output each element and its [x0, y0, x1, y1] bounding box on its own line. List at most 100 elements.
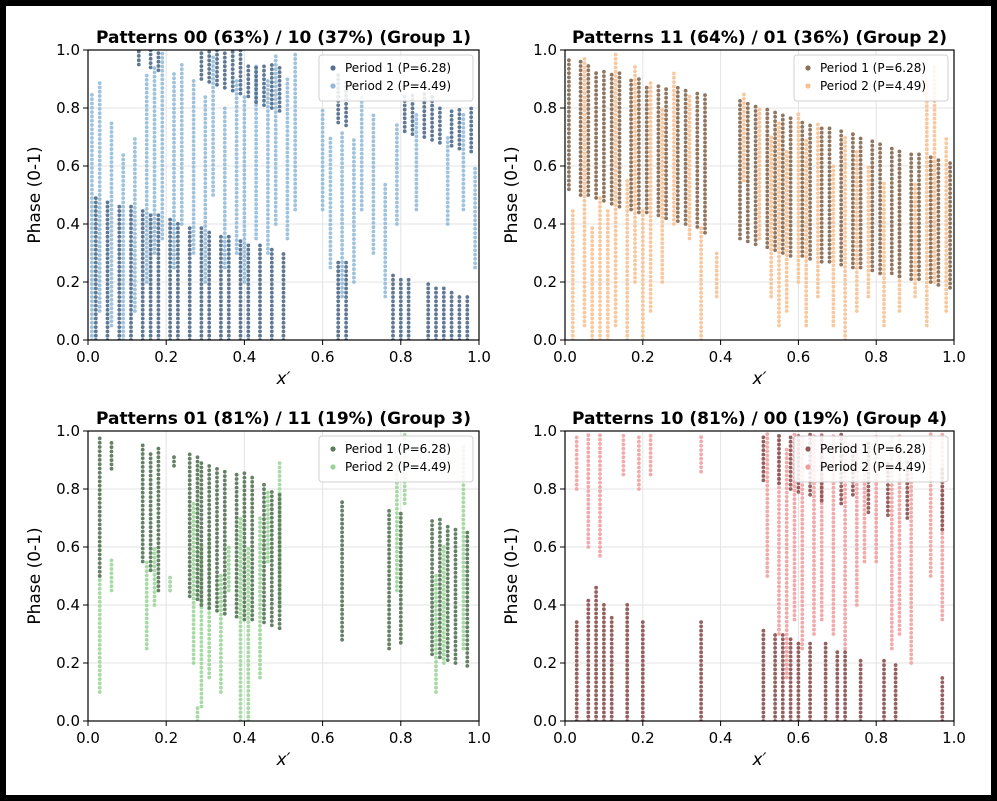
data-point: [211, 107, 216, 111]
data-point: [246, 320, 251, 325]
data-point: [683, 161, 688, 166]
data-point: [129, 265, 133, 269]
data-point: [839, 133, 844, 138]
data-point: [160, 180, 165, 185]
data-point: [336, 273, 341, 278]
data-point: [808, 213, 812, 218]
data-point: [133, 205, 137, 210]
data-point: [238, 299, 243, 304]
data-point: [788, 150, 793, 155]
data-point: [672, 101, 676, 106]
data-point: [944, 296, 949, 300]
data-point: [800, 142, 805, 147]
data-point: [598, 303, 602, 308]
data-point: [909, 221, 914, 226]
data-point: [207, 234, 212, 239]
data-point: [808, 239, 812, 244]
data-point: [625, 217, 630, 222]
data-point: [156, 320, 161, 325]
data-point: [948, 225, 952, 230]
data-point: [780, 135, 785, 139]
data-point: [851, 244, 855, 248]
data-point: [148, 56, 153, 61]
data-point: [144, 116, 149, 121]
data-point: [827, 259, 832, 264]
data-point: [594, 196, 598, 200]
data-point: [93, 316, 98, 321]
data-point: [285, 86, 290, 90]
data-point: [819, 173, 824, 178]
data-point: [109, 164, 114, 169]
data-point: [897, 283, 902, 288]
data-point: [777, 121, 781, 126]
data-point: [878, 219, 882, 224]
data-point: [613, 147, 618, 152]
data-point: [105, 226, 110, 231]
data-point: [144, 82, 149, 87]
data-point: [897, 214, 902, 218]
data-point: [176, 282, 180, 286]
data-point: [816, 238, 820, 243]
data-point: [796, 121, 801, 125]
data-point: [590, 234, 595, 239]
data-point: [285, 81, 290, 86]
data-point: [109, 173, 114, 177]
data-point: [932, 164, 937, 168]
data-point: [644, 201, 649, 206]
data-point: [594, 183, 598, 187]
data-point: [870, 199, 875, 204]
data-point: [352, 258, 356, 263]
data-point: [780, 233, 785, 238]
data-point: [344, 102, 348, 106]
data-point: [648, 227, 653, 232]
data-point: [629, 117, 633, 122]
data-point: [699, 269, 703, 274]
data-point: [570, 286, 575, 291]
data-point: [222, 77, 227, 81]
chart-title: Patterns 11 (64%) / 01 (36%) (Group 2): [572, 28, 947, 48]
data-point: [582, 173, 587, 177]
data-point: [219, 308, 223, 312]
data-point: [784, 162, 789, 167]
data-point: [226, 312, 231, 317]
data-point: [219, 578, 223, 583]
data-point: [629, 100, 633, 104]
data-point: [344, 320, 348, 325]
figure-canvas: 0.0 0.2 0.4 0.6 0.8 1.00.00.20.40.60.81.0Patt…: [25, 28, 966, 770]
data-point: [660, 116, 665, 121]
data-point: [948, 242, 952, 247]
data-point: [780, 251, 785, 255]
data-point: [246, 81, 251, 86]
data-point: [808, 205, 812, 210]
data-point: [796, 237, 801, 241]
data-point: [913, 260, 917, 264]
data-point: [613, 104, 618, 109]
data-point: [878, 189, 882, 194]
data-point: [924, 108, 929, 113]
data-point: [152, 190, 157, 195]
data-point: [222, 81, 227, 86]
data-point: [625, 209, 630, 213]
data-point: [144, 582, 149, 586]
data-point: [414, 199, 419, 203]
data-point: [191, 165, 196, 169]
data-point: [340, 182, 344, 187]
data-point: [152, 547, 157, 551]
data-point: [191, 156, 196, 161]
data-point: [109, 121, 114, 126]
data-point: [609, 107, 614, 111]
data-point: [660, 271, 665, 276]
data-point: [395, 149, 399, 153]
data-point: [788, 228, 793, 233]
data-point: [199, 51, 204, 56]
data-point: [344, 316, 348, 321]
data-point: [144, 78, 149, 82]
data-point: [449, 122, 454, 127]
data-point: [672, 88, 676, 93]
data-point: [211, 180, 216, 185]
data-point: [449, 130, 454, 135]
data-point: [827, 199, 832, 204]
data-point: [648, 261, 653, 266]
data-point: [258, 303, 262, 308]
data-point: [567, 161, 571, 166]
